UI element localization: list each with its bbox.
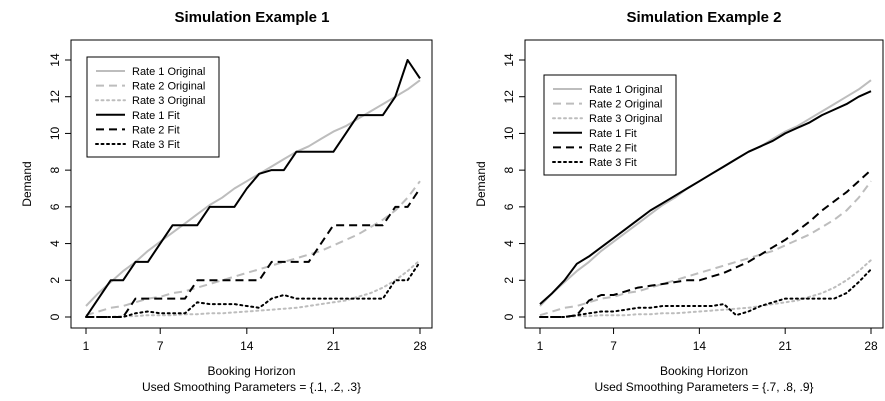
x-tick-label: 1: [537, 339, 544, 353]
series-line-rate-3-fit: [539, 268, 872, 318]
y-tick-label: 10: [48, 126, 62, 140]
chart-title: Simulation Example 1: [174, 9, 329, 26]
y-tick-label: 2: [502, 277, 516, 284]
legend-label: Rate 1 Original: [132, 66, 205, 78]
plot-frame: [70, 39, 433, 329]
series-line-rate-2-fit: [540, 169, 872, 318]
series-line-rate-1-fit: [85, 59, 421, 318]
legend-label: Rate 1 Original: [589, 84, 662, 96]
y-axis-label: Demand: [474, 161, 488, 206]
chart-title: Simulation Example 2: [626, 9, 781, 26]
legend-box: [543, 74, 677, 176]
x-tick-label: 28: [864, 339, 878, 353]
x-axis-label: Booking Horizon: [660, 364, 748, 378]
legend-label: Rate 1 Fit: [589, 128, 637, 140]
series-line-rate-1-fit: [539, 90, 872, 305]
legend-label: Rate 3 Fit: [132, 139, 180, 151]
legend-label: Rate 2 Fit: [589, 142, 637, 154]
legend: Rate 1 Original Rate 2 Original Rate 3 Ori…: [543, 74, 677, 176]
series-line-rate-2-original: [539, 180, 872, 317]
legend-label: Rate 3 Fit: [589, 157, 637, 169]
x-tick-label: 28: [413, 339, 427, 353]
y-tick-label: 4: [502, 240, 516, 247]
legend-label: Rate 3 Original: [589, 113, 662, 125]
series-line-rate-3-original: [539, 259, 872, 318]
x-tick-label: 1: [83, 339, 90, 353]
chart-subtitle: Used Smoothing Parameters = {.1, .2, .3}: [142, 380, 361, 394]
x-tick-label: 21: [327, 339, 341, 353]
y-tick-label: 8: [48, 166, 62, 173]
x-tick-label: 7: [610, 339, 617, 353]
series-line-rate-3-fit: [85, 260, 421, 318]
series-line-rate-3-original: [85, 259, 421, 318]
legend-label: Rate 2 Original: [132, 81, 205, 93]
chart-panel-2: Simulation Example 2 1 7 14 21 28 0 2 4 6 8 10 12 14 D…: [474, 9, 884, 394]
legend: Rate 1 Original Rate 2 Original Rate 3 Ori…: [86, 56, 220, 158]
y-tick-label: 14: [48, 53, 62, 67]
y-tick-label: 14: [502, 53, 516, 67]
y-axis-label: Demand: [20, 161, 34, 206]
x-tick-label: 21: [779, 339, 793, 353]
legend-label: Rate 3 Original: [132, 95, 205, 107]
x-tick-label: 7: [157, 339, 164, 353]
y-tick-label: 12: [48, 90, 62, 104]
chart-panel-1: Simulation Example 1 1 7 14 21 28 0 2 4 6 8 10 12 14 D…: [20, 9, 433, 394]
y-tick-label: 0: [48, 313, 62, 320]
legend-label: Rate 1 Fit: [132, 110, 180, 122]
y-tick-label: 2: [48, 277, 62, 284]
x-tick-label: 14: [693, 339, 707, 353]
legend-label: Rate 2 Fit: [132, 124, 180, 136]
series-line-rate-2-fit: [86, 187, 421, 318]
chart-subtitle: Used Smoothing Parameters = {.7, .8, .9}: [594, 380, 813, 394]
y-tick-label: 8: [502, 166, 516, 173]
y-tick-label: 6: [502, 203, 516, 210]
plot-frame: [524, 39, 884, 329]
x-tick-label: 14: [240, 339, 254, 353]
y-tick-label: 0: [502, 313, 516, 320]
y-tick-label: 4: [48, 240, 62, 247]
legend-box: [86, 56, 220, 158]
y-tick-label: 10: [502, 126, 516, 140]
series-line-rate-2-original: [85, 180, 421, 317]
y-tick-label: 12: [502, 90, 516, 104]
x-axis-label: Booking Horizon: [207, 364, 295, 378]
y-tick-label: 6: [48, 203, 62, 210]
legend-label: Rate 2 Original: [589, 99, 662, 111]
